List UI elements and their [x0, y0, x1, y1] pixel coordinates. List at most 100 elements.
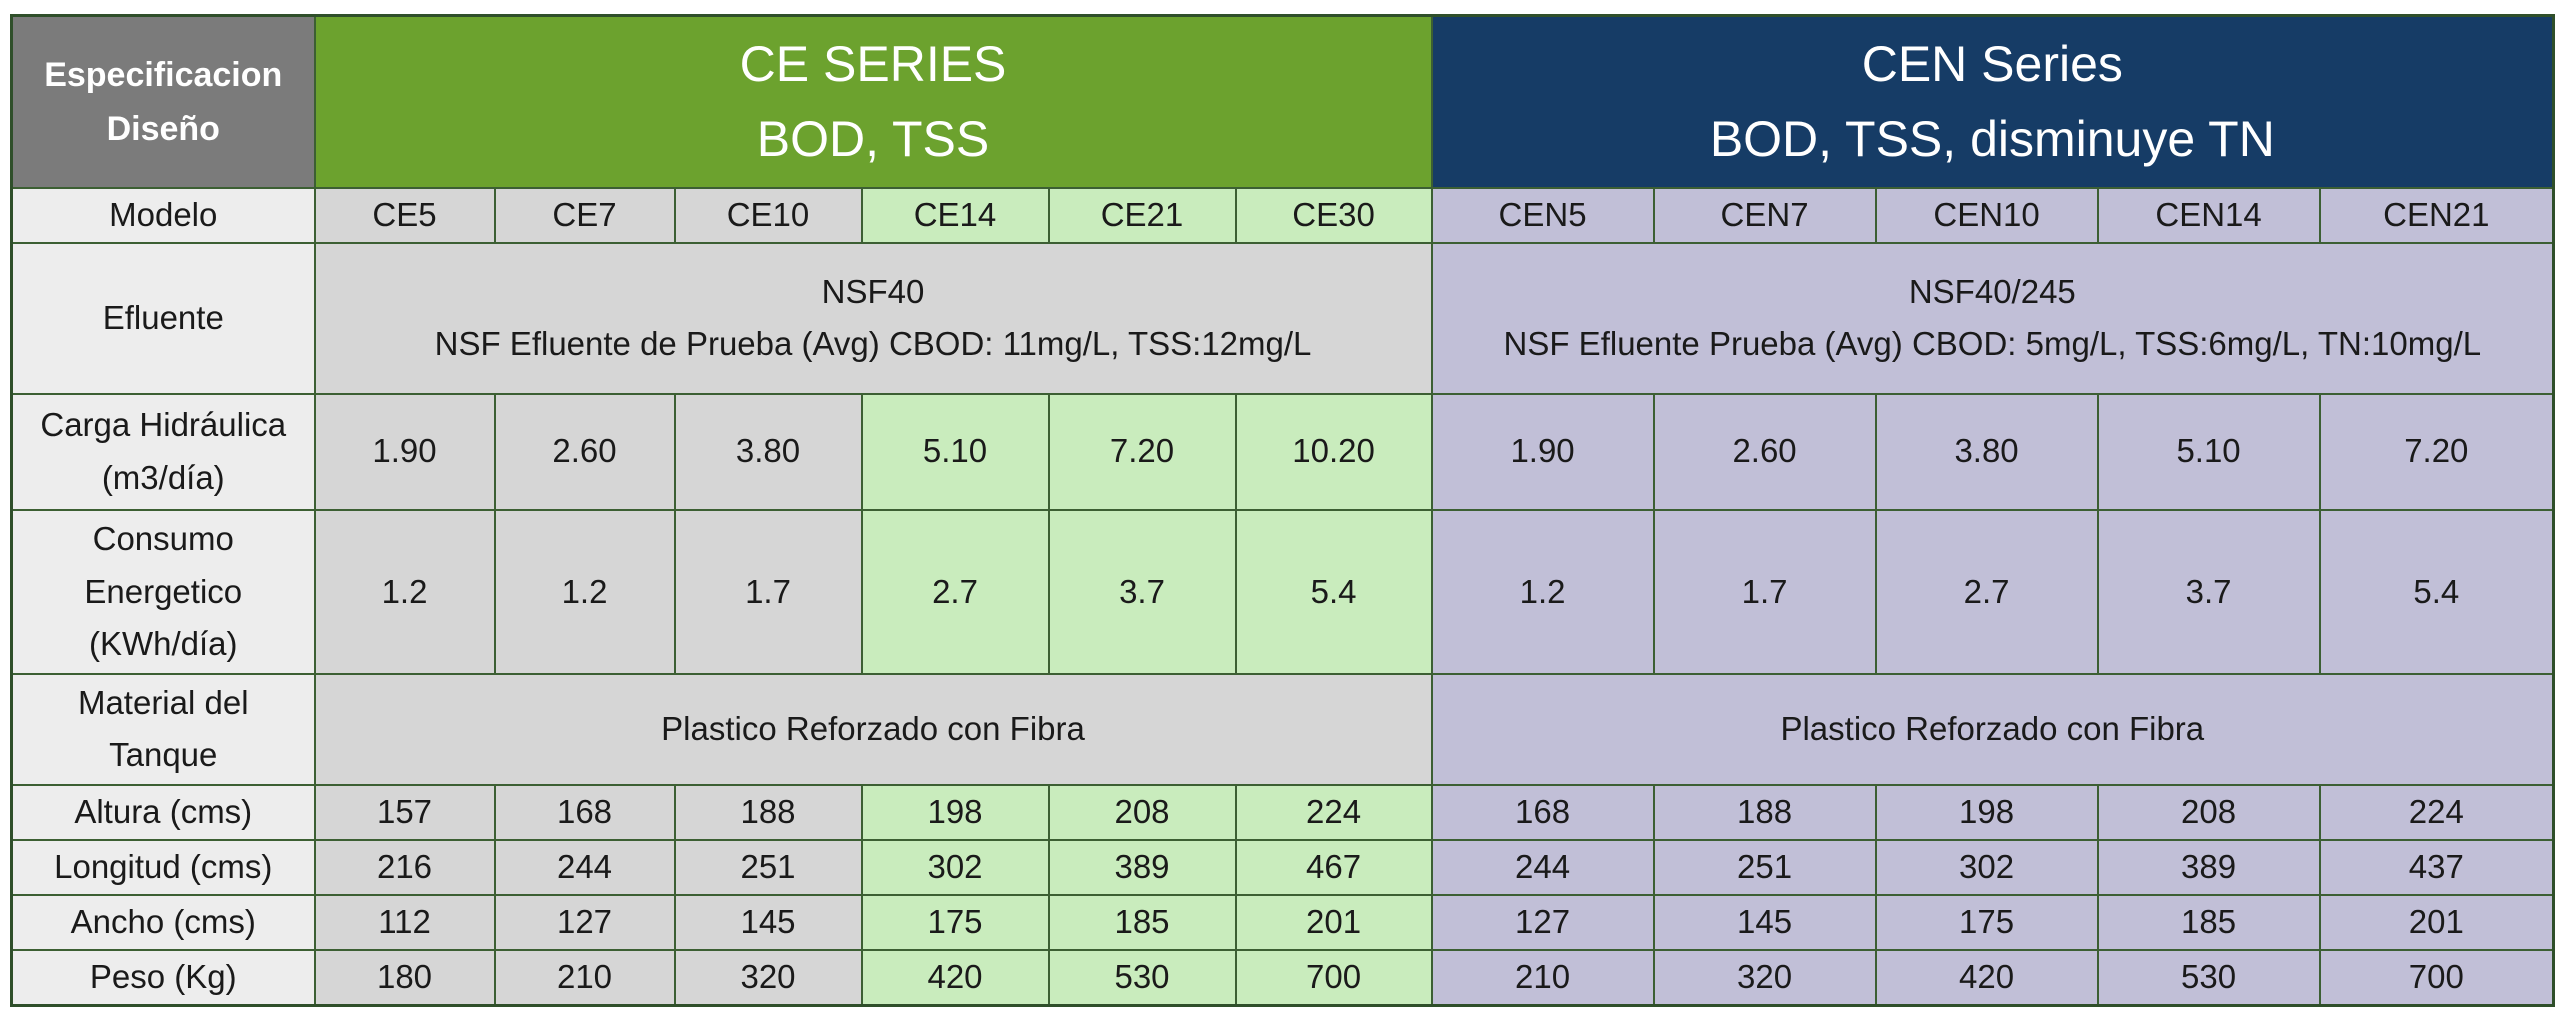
- model-cell: CEN14: [2096, 186, 2321, 245]
- altura-cell: 198: [860, 783, 1050, 841]
- longitud-cell: 467: [1234, 838, 1433, 896]
- table-row: Peso (Kg) 180 210 320 420 530 700 210 32…: [10, 948, 2555, 1007]
- table-row: Ancho (cms) 112 127 145 175 185 201 127 …: [10, 893, 2555, 951]
- altura-cell: 224: [2318, 783, 2555, 841]
- row-label-ancho: Ancho (cms): [10, 893, 316, 951]
- longitud-cell: 302: [860, 838, 1050, 896]
- spec-header-line1: Especificacion: [44, 55, 283, 94]
- peso-cell: 320: [673, 948, 863, 1007]
- row-label-efluente: Efluente: [10, 242, 316, 395]
- material-label-line2: Tanque: [109, 736, 218, 774]
- longitud-cell: 437: [2318, 838, 2555, 896]
- consumo-cell: 1.2: [313, 508, 496, 676]
- model-cell: CEN21: [2318, 186, 2555, 245]
- longitud-cell: 251: [673, 838, 863, 896]
- consumo-cell: 2.7: [860, 508, 1050, 676]
- ce-series-header: CE SERIES BOD, TSS: [313, 14, 1433, 189]
- carga-cell: 7.20: [2318, 392, 2555, 511]
- ancho-cell: 145: [1652, 893, 1877, 951]
- ce-material-cell: Plastico Reforzado con Fibra: [313, 673, 1433, 786]
- carga-cell: 1.90: [313, 392, 496, 511]
- ancho-cell: 185: [1047, 893, 1237, 951]
- ce-efluente-standard: NSF40: [821, 272, 925, 310]
- longitud-cell: 389: [1047, 838, 1237, 896]
- altura-cell: 208: [1047, 783, 1237, 841]
- model-cell: CE30: [1234, 186, 1433, 245]
- peso-cell: 530: [1047, 948, 1237, 1007]
- spec-header-line2: Diseño: [106, 109, 220, 148]
- peso-cell: 420: [1874, 948, 2099, 1007]
- ancho-cell: 112: [313, 893, 496, 951]
- carga-cell: 2.60: [493, 392, 676, 511]
- row-label-consumo: Consumo Energetico (KWh/día): [10, 508, 316, 676]
- ancho-cell: 127: [493, 893, 676, 951]
- consumo-cell: 5.4: [1234, 508, 1433, 676]
- cen-series-title: CEN Series: [1861, 35, 2123, 92]
- consumo-cell: 1.7: [1652, 508, 1877, 676]
- cen-series-header: CEN Series BOD, TSS, disminuye TN: [1430, 14, 2555, 189]
- consumo-label-line1: Consumo: [92, 519, 234, 557]
- consumo-cell: 1.2: [1430, 508, 1655, 676]
- spec-table: Especificacion Diseño CE SERIES BOD, TSS…: [10, 14, 2556, 1007]
- carga-cell: 10.20: [1234, 392, 1433, 511]
- altura-cell: 188: [673, 783, 863, 841]
- model-cell: CEN10: [1874, 186, 2099, 245]
- consumo-cell: 3.7: [2096, 508, 2321, 676]
- model-cell: CE5: [313, 186, 496, 245]
- ce-efluente-cell: NSF40 NSF Efluente de Prueba (Avg) CBOD:…: [313, 242, 1433, 395]
- row-label-peso: Peso (Kg): [10, 948, 316, 1007]
- altura-cell: 157: [313, 783, 496, 841]
- carga-cell: 3.80: [673, 392, 863, 511]
- consumo-cell: 3.7: [1047, 508, 1237, 676]
- altura-cell: 198: [1874, 783, 2099, 841]
- row-label-modelo: Modelo: [10, 186, 316, 245]
- ancho-cell: 175: [860, 893, 1050, 951]
- consumo-cell: 5.4: [2318, 508, 2555, 676]
- model-cell: CE7: [493, 186, 676, 245]
- peso-cell: 420: [860, 948, 1050, 1007]
- consumo-cell: 2.7: [1874, 508, 2099, 676]
- consumo-label-line3: (KWh/día): [88, 625, 238, 663]
- model-cell: CE14: [860, 186, 1050, 245]
- peso-cell: 700: [1234, 948, 1433, 1007]
- carga-cell: 3.80: [1874, 392, 2099, 511]
- table-row: Consumo Energetico (KWh/día) 1.2 1.2 1.7…: [10, 508, 2555, 676]
- peso-cell: 210: [1430, 948, 1655, 1007]
- longitud-cell: 389: [2096, 838, 2321, 896]
- consumo-label-line2: Energetico: [84, 572, 243, 610]
- altura-cell: 168: [1430, 783, 1655, 841]
- row-label-altura: Altura (cms): [10, 783, 316, 841]
- table-row: Material del Tanque Plastico Reforzado c…: [10, 673, 2555, 786]
- altura-cell: 224: [1234, 783, 1433, 841]
- longitud-cell: 302: [1874, 838, 2099, 896]
- cen-efluente-standard: NSF40/245: [1908, 272, 2076, 310]
- ce-series-title: CE SERIES: [739, 35, 1007, 92]
- ancho-cell: 145: [673, 893, 863, 951]
- model-cell: CEN7: [1652, 186, 1877, 245]
- material-label-line1: Material del: [77, 683, 249, 721]
- peso-cell: 180: [313, 948, 496, 1007]
- table-row: Altura (cms) 157 168 188 198 208 224 168…: [10, 783, 2555, 841]
- longitud-cell: 244: [1430, 838, 1655, 896]
- peso-cell: 210: [493, 948, 676, 1007]
- consumo-cell: 1.7: [673, 508, 863, 676]
- row-label-longitud: Longitud (cms): [10, 838, 316, 896]
- header-row: Especificacion Diseño CE SERIES BOD, TSS…: [10, 14, 2555, 189]
- altura-cell: 168: [493, 783, 676, 841]
- consumo-cell: 1.2: [493, 508, 676, 676]
- model-cell: CEN5: [1430, 186, 1655, 245]
- table-row: Longitud (cms) 216 244 251 302 389 467 2…: [10, 838, 2555, 896]
- ancho-cell: 201: [2318, 893, 2555, 951]
- carga-label-line2: (m3/día): [101, 458, 225, 496]
- ce-series-subtitle: BOD, TSS: [756, 110, 990, 167]
- cen-efluente-cell: NSF40/245 NSF Efluente Prueba (Avg) CBOD…: [1430, 242, 2555, 395]
- spec-header-cell: Especificacion Diseño: [10, 14, 316, 189]
- model-cell: CE10: [673, 186, 863, 245]
- peso-cell: 320: [1652, 948, 1877, 1007]
- carga-cell: 5.10: [2096, 392, 2321, 511]
- altura-cell: 208: [2096, 783, 2321, 841]
- peso-cell: 530: [2096, 948, 2321, 1007]
- cen-series-subtitle: BOD, TSS, disminuye TN: [1709, 110, 2275, 167]
- carga-cell: 1.90: [1430, 392, 1655, 511]
- table-row: Efluente NSF40 NSF Efluente de Prueba (A…: [10, 242, 2555, 395]
